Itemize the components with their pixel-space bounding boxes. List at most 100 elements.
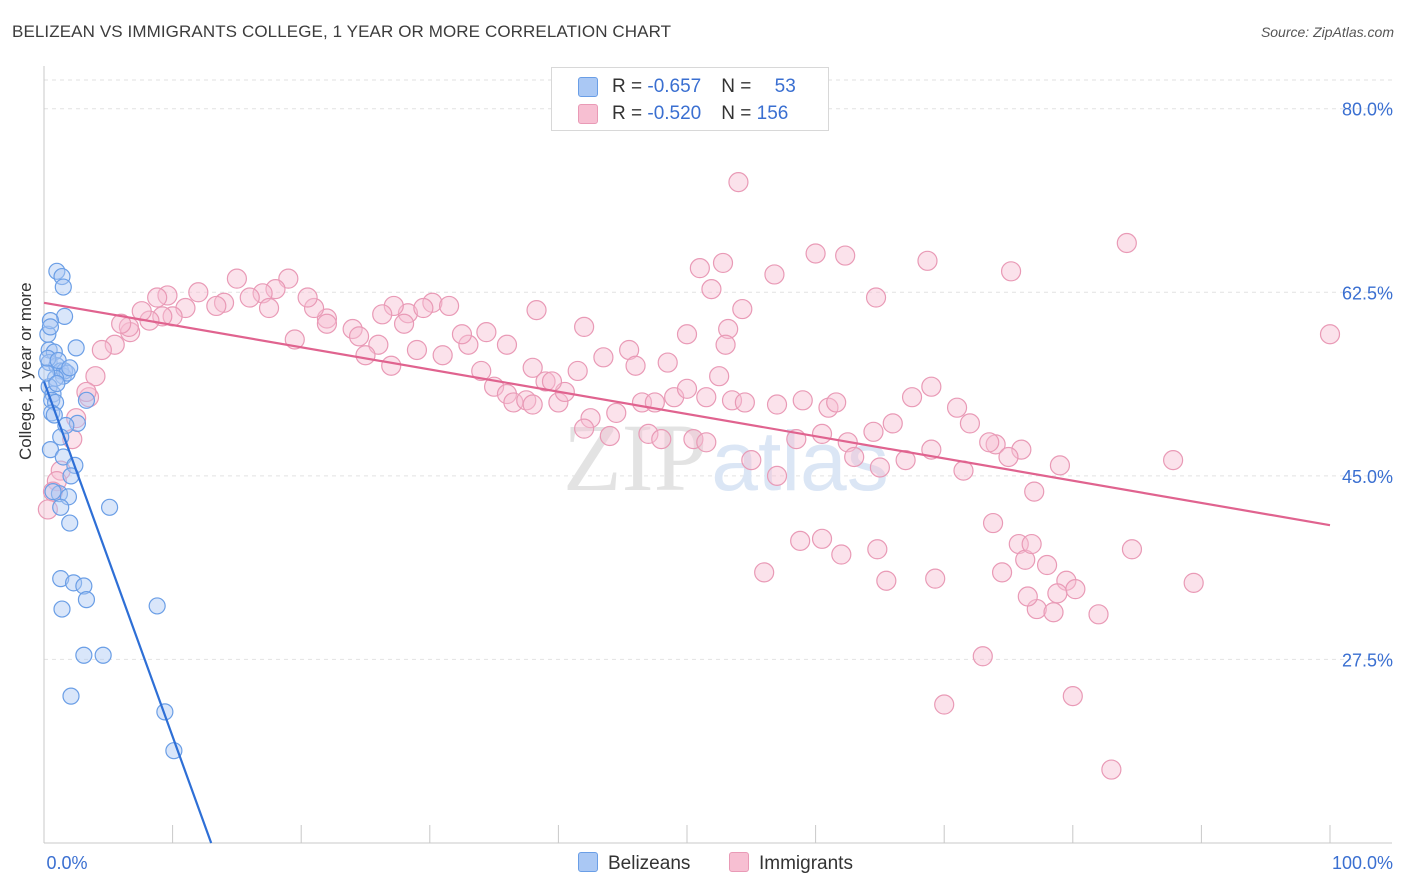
immigrants-point — [580, 408, 601, 429]
belizeans-point — [44, 482, 62, 501]
immigrants-point — [303, 297, 325, 319]
immigrants-points — [37, 172, 1341, 780]
immigrants-point — [696, 387, 717, 408]
immigrants-point — [876, 570, 897, 591]
bottom-legend-label-immigrants: Immigrants — [759, 853, 853, 874]
immigrants-point — [383, 295, 404, 317]
belizeans-point — [148, 597, 166, 615]
immigrants-point — [811, 423, 833, 444]
immigrants-point — [805, 243, 826, 264]
belizeans-point — [41, 318, 60, 336]
immigrants-point — [709, 366, 730, 387]
immigrants-point — [831, 544, 852, 565]
immigrants-point — [683, 429, 704, 450]
immigrants-point — [522, 357, 543, 378]
belizeans-point — [41, 441, 60, 459]
immigrants-point — [1101, 759, 1122, 780]
immigrants-point — [297, 287, 318, 308]
immigrants-point — [451, 324, 473, 345]
belizeans-point — [52, 498, 70, 516]
immigrants-point — [348, 326, 370, 347]
y-axis-label: College, 1 year or more — [16, 282, 35, 460]
immigrants-point — [882, 413, 903, 434]
belizeans-point — [54, 278, 72, 296]
belizeans-point — [48, 262, 66, 280]
legend-stats-belizeans: R = -0.657 N = 53 — [612, 76, 796, 98]
immigrants-point — [734, 392, 755, 413]
immigrants-point — [372, 304, 393, 325]
immigrants-point — [982, 512, 1004, 534]
immigrants-point — [355, 345, 376, 366]
immigrants-point — [696, 432, 717, 453]
immigrants-point — [104, 334, 125, 355]
immigrants-point — [718, 318, 739, 340]
belizeans-point — [75, 646, 93, 664]
immigrants-point — [869, 457, 891, 478]
immigrants-point — [835, 245, 856, 266]
immigrants-point — [1024, 481, 1045, 502]
bottom-legend-label-belizeans: Belizeans — [608, 853, 691, 874]
immigrants-point — [393, 313, 415, 334]
belizeans-point — [62, 687, 80, 705]
legend-r-label: R = — [612, 103, 648, 124]
belizeans-point — [53, 600, 71, 618]
immigrants-point — [574, 418, 595, 439]
watermark-atlas: atlas — [711, 414, 888, 508]
immigrants-point — [625, 355, 646, 376]
immigrants-point — [1036, 554, 1058, 576]
immigrants-point — [766, 465, 788, 486]
legend-swatch-belizeans — [578, 77, 598, 97]
legend-n-label: N = — [721, 76, 757, 97]
belizeans-point — [77, 591, 96, 609]
immigrants-point — [934, 694, 955, 715]
immigrants-point — [712, 252, 734, 274]
bottom-legend-swatch-belizeans — [578, 852, 598, 872]
immigrants-point — [1065, 579, 1086, 600]
source-label: Source: ZipAtlas.com — [1260, 24, 1394, 40]
immigrants-point — [1043, 602, 1064, 623]
bottom-legend-immigrants: Immigrants — [729, 852, 853, 875]
immigrants-point — [638, 423, 659, 444]
immigrants-point — [895, 450, 916, 471]
immigrants-point — [85, 366, 106, 387]
immigrants-point — [476, 322, 497, 343]
immigrants-point — [721, 390, 743, 411]
immigrants-point — [526, 300, 547, 321]
immigrants-point — [715, 334, 736, 355]
immigrants-point — [381, 355, 402, 376]
immigrants-point — [863, 421, 884, 442]
immigrants-point — [754, 562, 775, 583]
y-tick-label: 62.5% — [1342, 283, 1393, 303]
immigrants-point — [438, 295, 460, 317]
immigrants-point — [432, 345, 453, 366]
immigrants-point — [657, 352, 678, 373]
immigrants-point — [741, 450, 762, 471]
legend-r-value: -0.520 — [647, 103, 702, 124]
y-tick-label: 45.0% — [1342, 467, 1393, 487]
immigrants-point — [921, 376, 942, 397]
immigrants-point — [689, 258, 710, 279]
immigrants-point — [790, 530, 811, 551]
legend-r-label: R = — [612, 76, 648, 97]
immigrants-point — [925, 568, 946, 589]
immigrants-point — [413, 297, 434, 319]
immigrants-point — [1049, 455, 1071, 476]
bottom-legend-belizeans: Belizeans — [578, 852, 690, 875]
immigrants-point — [406, 339, 428, 361]
belizeans-point — [45, 343, 63, 361]
immigrants-point — [701, 279, 722, 300]
immigrants-point — [651, 429, 672, 450]
immigrants-point — [1000, 261, 1022, 282]
immigrants-trend-line — [43, 301, 1331, 527]
immigrants-point — [265, 279, 286, 300]
legend-r-value: -0.657 — [647, 76, 702, 97]
immigrants-point — [991, 562, 1013, 583]
trend-lines — [42, 301, 1331, 844]
belizeans-point — [48, 374, 66, 393]
belizeans-point — [52, 570, 70, 588]
belizeans-points — [37, 262, 183, 760]
immigrants-point — [946, 397, 968, 418]
immigrants-point — [50, 460, 71, 481]
belizeans-trend-line — [42, 381, 213, 844]
